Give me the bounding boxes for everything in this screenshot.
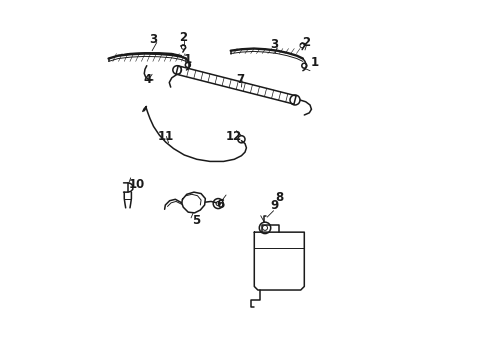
Text: 7: 7 (237, 73, 245, 86)
Text: 10: 10 (129, 178, 145, 191)
Text: 6: 6 (216, 198, 224, 211)
Text: 12: 12 (225, 130, 242, 143)
Text: 1: 1 (184, 53, 192, 66)
Text: 1: 1 (311, 56, 319, 69)
Text: 4: 4 (144, 73, 152, 86)
Text: 11: 11 (158, 130, 174, 143)
Text: 2: 2 (302, 36, 311, 49)
Text: 8: 8 (275, 191, 283, 204)
Text: 9: 9 (270, 198, 278, 212)
Text: 2: 2 (179, 31, 188, 44)
Text: 5: 5 (192, 213, 200, 226)
Text: 3: 3 (270, 39, 278, 51)
Text: 3: 3 (149, 33, 157, 46)
